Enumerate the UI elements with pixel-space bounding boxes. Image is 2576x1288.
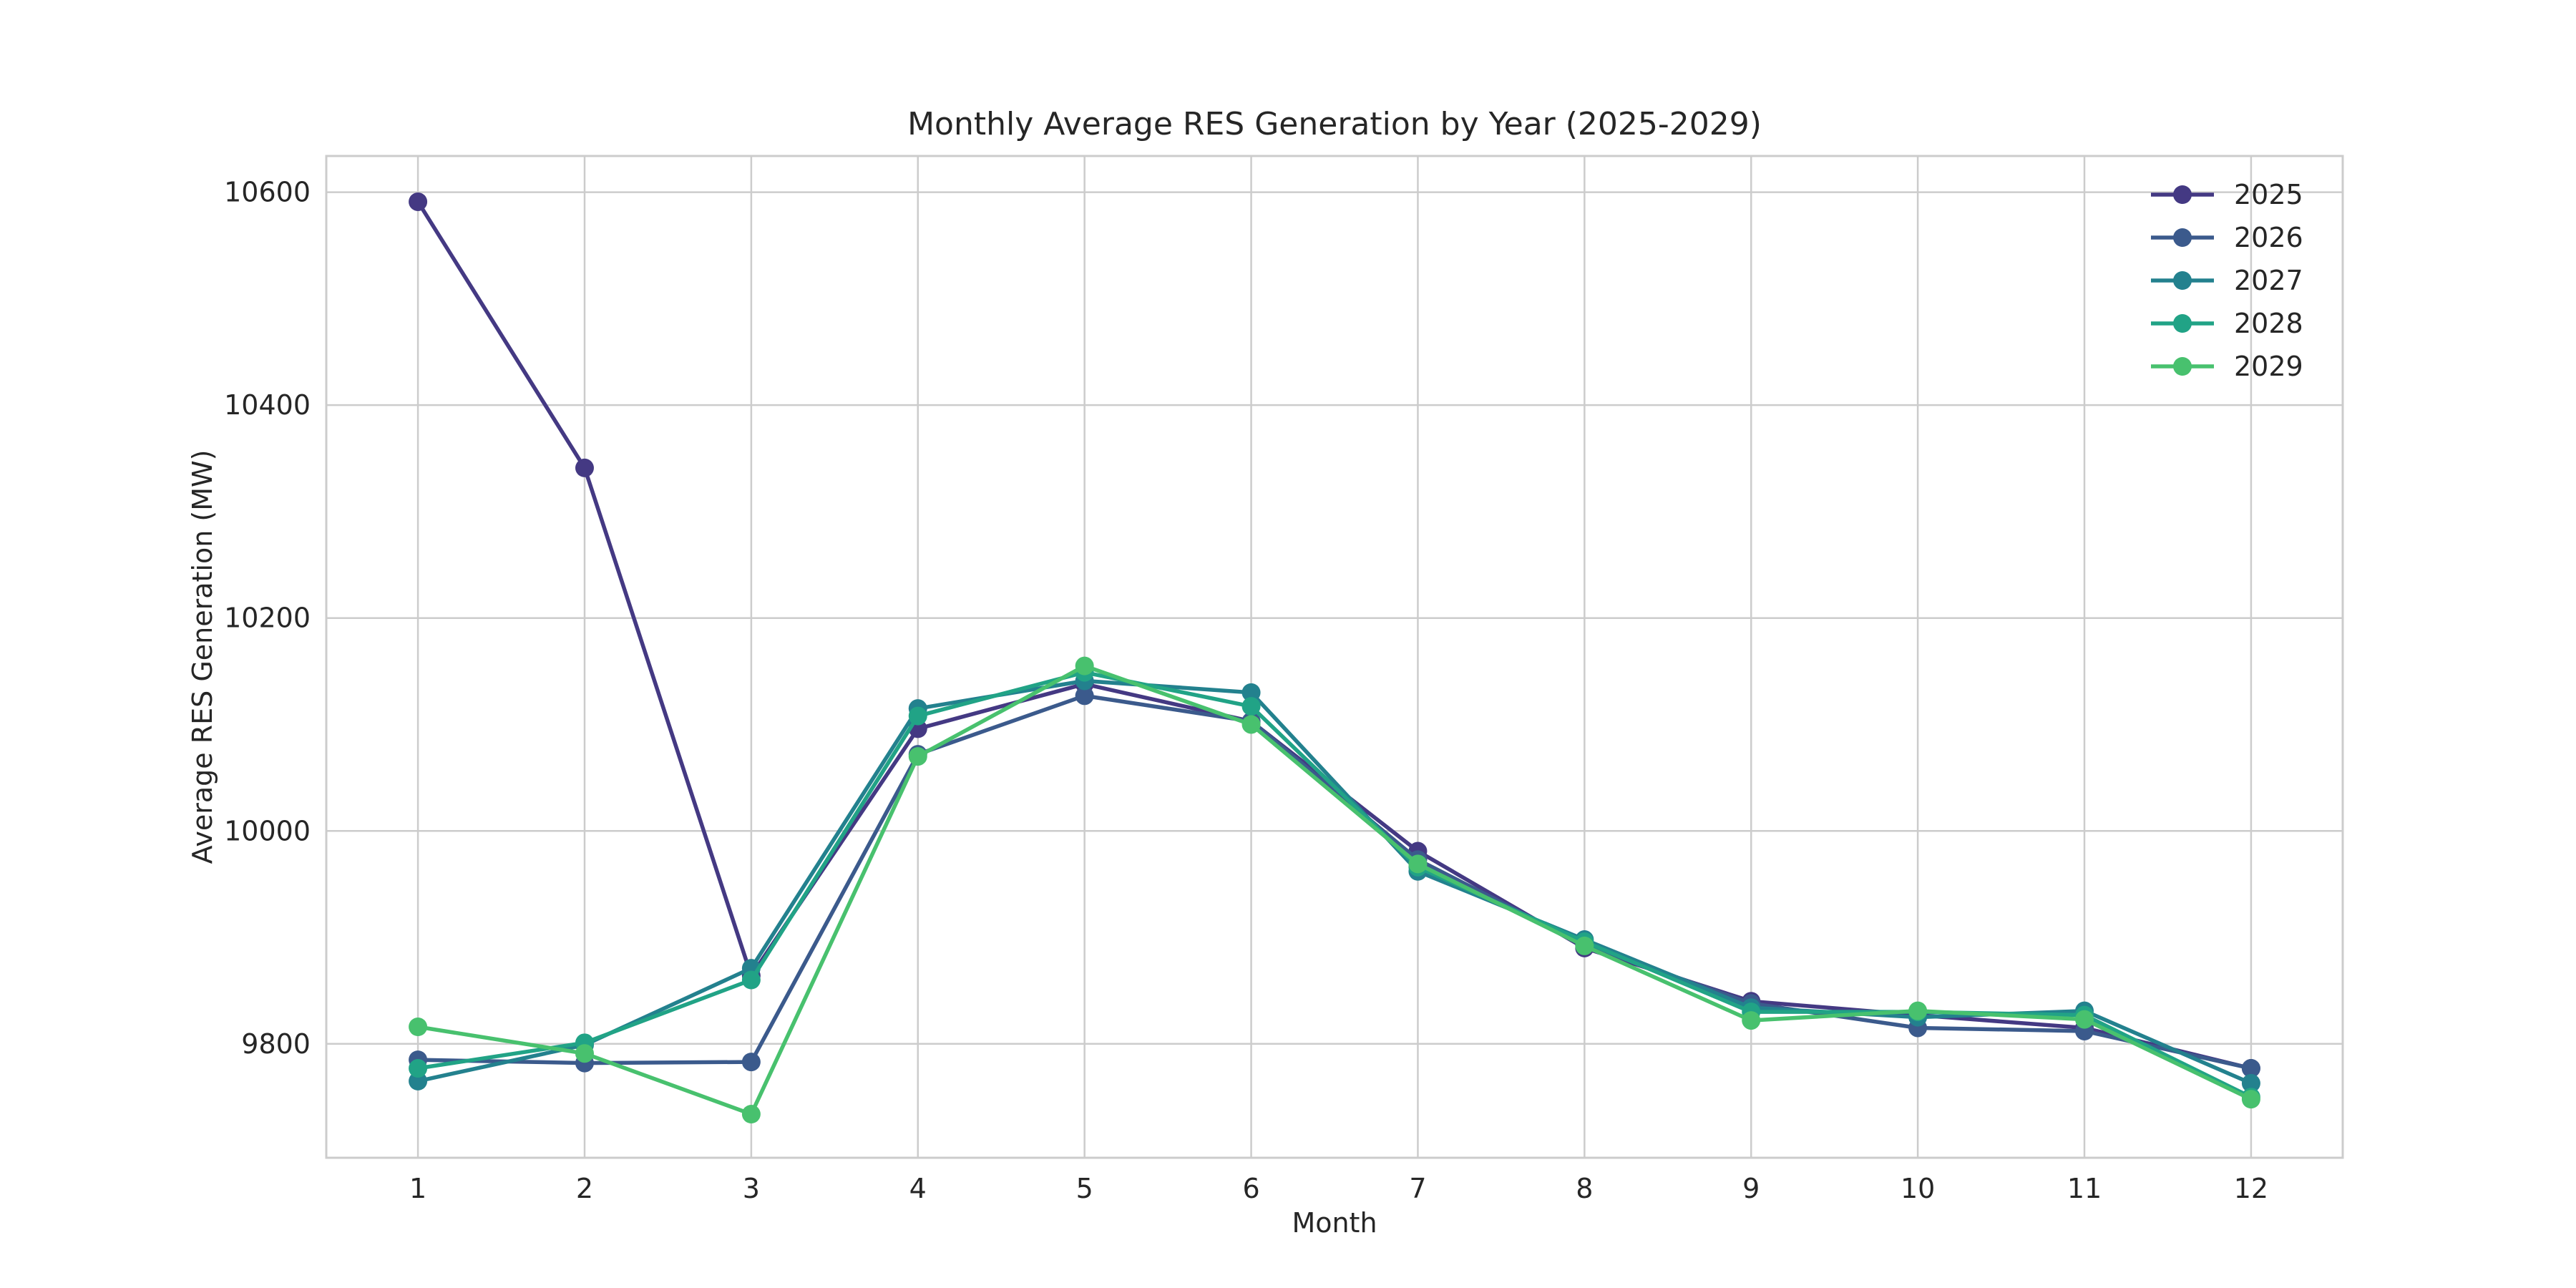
x-tick-label: 12: [2234, 1173, 2268, 1204]
x-axis-ticks: 1 2 3 4 5 6 7 8 9 10 11 12: [409, 1173, 2268, 1204]
grid-layer: [326, 156, 2343, 1158]
data-point: [1075, 686, 1094, 706]
x-axis-label: Month: [1292, 1207, 1377, 1239]
x-tick-label: 1: [409, 1173, 426, 1204]
data-point: [409, 192, 428, 211]
series-2029: [409, 656, 2260, 1124]
x-tick-label: 7: [1409, 1173, 1426, 1204]
data-point: [1575, 936, 1594, 955]
x-tick-label: 10: [1901, 1173, 1935, 1204]
legend-item: 2025: [2151, 179, 2303, 210]
data-point: [575, 458, 594, 477]
series-line: [417, 670, 2253, 1099]
x-tick-label: 6: [1242, 1173, 1259, 1204]
data-point: [409, 1059, 428, 1078]
data-point: [2241, 1073, 2260, 1093]
chart-title: Monthly Average RES Generation by Year (…: [907, 106, 1762, 142]
data-point: [409, 1071, 428, 1091]
x-tick-label: 2: [576, 1173, 593, 1204]
y-tick-label: 10000: [224, 815, 311, 847]
legend-item: 2029: [2151, 351, 2303, 382]
data-point: [1241, 715, 1261, 734]
data-point: [908, 706, 927, 726]
x-tick-label: 3: [743, 1173, 760, 1204]
plot-frame: [325, 155, 2344, 1159]
data-point: [1408, 854, 1428, 874]
legend-swatch-marker: [2173, 314, 2192, 333]
data-point: [741, 1105, 761, 1124]
data-point: [1742, 1011, 1761, 1030]
legend-swatch-marker: [2173, 228, 2192, 247]
series-line: [416, 200, 2252, 1070]
data-point: [1241, 697, 1261, 716]
data-point: [575, 1044, 594, 1063]
data-point: [908, 747, 927, 766]
data-point: [409, 1018, 428, 1037]
data-point: [2241, 1090, 2260, 1109]
x-tick-label: 8: [1576, 1173, 1593, 1204]
legend: 2025 2026 2027 2028 2029: [2151, 179, 2303, 382]
series-2025: [409, 192, 2260, 1078]
data-point: [2075, 1010, 2094, 1029]
y-axis-label: Average RES Generation (MW): [187, 450, 218, 864]
legend-item: 2026: [2151, 222, 2303, 253]
legend-label: 2027: [2234, 265, 2303, 296]
x-tick-label: 5: [1076, 1173, 1093, 1204]
series-2028: [409, 663, 2260, 1107]
legend-item: 2027: [2151, 265, 2303, 296]
x-tick-label: 4: [909, 1173, 927, 1204]
legend-label: 2028: [2234, 308, 2303, 339]
legend-swatch-marker: [2173, 357, 2192, 376]
legend-label: 2029: [2234, 351, 2303, 382]
data-point: [1908, 1001, 1928, 1020]
data-point: [1075, 656, 1094, 675]
legend-swatch-marker: [2173, 185, 2192, 204]
data-point: [1241, 683, 1261, 702]
series-line: [417, 678, 2253, 1085]
y-axis-ticks: 9800 10000 10200 10400 10600: [224, 177, 311, 1060]
y-tick-label: 10400: [224, 389, 311, 421]
legend-label: 2025: [2234, 179, 2303, 210]
series-line: [418, 693, 2252, 1070]
data-point: [2241, 1059, 2260, 1078]
legend-swatch-marker: [2173, 271, 2192, 290]
x-tick-label: 11: [2067, 1173, 2102, 1204]
legend-item: 2028: [2151, 308, 2303, 339]
y-tick-label: 10600: [224, 177, 311, 208]
series-layer: [409, 192, 2260, 1124]
series-line: [417, 663, 2253, 1116]
legend-label: 2026: [2234, 222, 2303, 253]
data-point: [741, 1053, 761, 1072]
y-tick-label: 9800: [241, 1028, 311, 1060]
y-tick-label: 10200: [224, 602, 311, 634]
x-tick-label: 9: [1742, 1173, 1760, 1204]
data-point: [741, 970, 761, 990]
